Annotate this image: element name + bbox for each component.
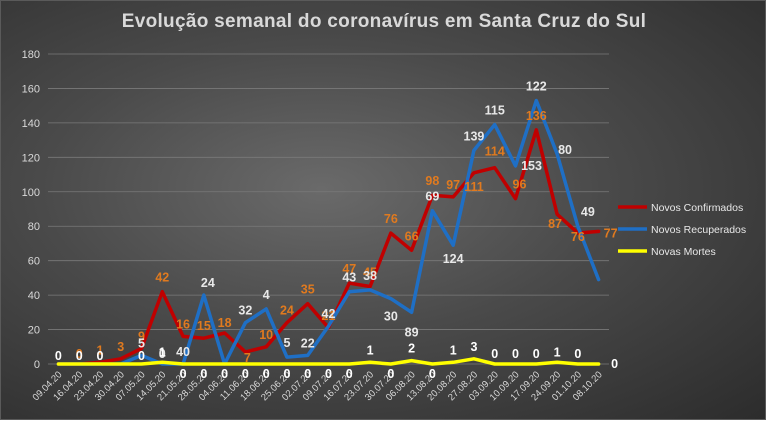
legend-label: Novos Recuperados <box>651 224 746 236</box>
data-label-deaths: 0 <box>346 367 353 381</box>
data-label-recovered: 0 <box>159 347 166 361</box>
data-label-confirmed: 7 <box>244 351 251 365</box>
data-label-confirmed: 98 <box>425 174 439 188</box>
data-label-deaths: 0 <box>611 357 618 371</box>
data-label-confirmed: 24 <box>280 304 294 318</box>
data-label-confirmed: 16 <box>176 317 190 331</box>
legend-label: Novas Mortes <box>651 246 716 258</box>
data-label-recovered: 122 <box>526 80 547 94</box>
data-label-deaths: 0 <box>96 349 103 363</box>
y-tick-label: 180 <box>22 49 40 61</box>
x-axis: 09.04.2016.04.2023.04.2030.04.2007.05.20… <box>31 369 605 403</box>
data-label-confirmed: 15 <box>197 319 211 333</box>
data-label-confirmed: 3 <box>117 340 124 354</box>
data-label-confirmed: 45 <box>363 266 377 280</box>
data-label-deaths: 0 <box>180 367 187 381</box>
data-label-confirmed: 21 <box>322 309 336 323</box>
data-label-confirmed: 136 <box>526 109 547 123</box>
data-label-recovered: 5 <box>283 336 290 350</box>
data-label-deaths: 3 <box>470 340 477 354</box>
data-label-confirmed: 18 <box>218 316 232 330</box>
data-label-confirmed: 47 <box>342 262 356 276</box>
data-label-recovered: 42 <box>322 307 336 321</box>
data-label-confirmed: 97 <box>446 178 460 192</box>
data-label-recovered: 80 <box>558 143 572 157</box>
series-line-2 <box>56 357 601 366</box>
legend-label: Novos Confirmados <box>651 202 743 214</box>
data-label-deaths: 1 <box>554 345 561 359</box>
data-label-deaths: 0 <box>387 367 394 381</box>
y-tick-label: 80 <box>28 221 40 233</box>
y-tick-label: 0 <box>34 359 40 371</box>
data-label-recovered: 32 <box>238 304 252 318</box>
data-label-confirmed: 114 <box>485 145 505 159</box>
data-label-deaths: 0 <box>138 349 145 363</box>
data-label-recovered: 4 <box>263 288 270 302</box>
data-label-deaths: 0 <box>491 347 498 361</box>
chart-title: Evolução semanal do coronavírus em Santa… <box>121 11 647 32</box>
data-label-deaths: 0 <box>242 367 249 381</box>
data-label-deaths: 0 <box>283 367 290 381</box>
y-tick-label: 60 <box>28 256 40 268</box>
data-label-recovered: 30 <box>384 310 398 324</box>
data-label-recovered: 22 <box>301 336 315 350</box>
data-label-confirmed: 10 <box>259 328 273 342</box>
data-label-deaths: 1 <box>367 343 374 357</box>
data-label-deaths: 0 <box>221 367 228 381</box>
data-label-recovered: 49 <box>581 205 595 219</box>
data-label-deaths: 1 <box>159 345 166 359</box>
data-label-deaths: 0 <box>304 367 311 381</box>
data-label-deaths: 0 <box>55 349 62 363</box>
data-label-recovered: 40 <box>176 345 190 359</box>
data-label-recovered: 89 <box>405 325 419 339</box>
data-label-deaths: 0 <box>76 349 83 363</box>
y-tick-label: 40 <box>28 290 40 302</box>
series-lines <box>56 98 601 366</box>
data-label-recovered: 24 <box>201 276 215 290</box>
data-label-recovered: 43 <box>342 271 356 285</box>
data-label-deaths: 1 <box>450 343 457 357</box>
data-label-deaths: 0 <box>200 367 207 381</box>
y-tick-label: 140 <box>22 118 40 130</box>
legend: Novos Confirmados Novos Recuperados Novas … <box>618 202 746 258</box>
data-label-confirmed: 42 <box>155 271 169 285</box>
y-axis: 0 20 40 60 80 100 120 140 160 180 <box>22 49 40 371</box>
data-label-recovered: 124 <box>443 252 464 266</box>
data-label-deaths: 2 <box>408 342 415 356</box>
data-label-recovered: 69 <box>425 190 439 204</box>
data-label-deaths: 0 <box>512 347 519 361</box>
data-label-confirmed: 76 <box>384 212 398 226</box>
y-tick-label: 100 <box>22 187 40 199</box>
data-label-deaths: 0 <box>429 367 436 381</box>
y-tick-label: 20 <box>28 325 40 337</box>
data-label-deaths: 0 <box>325 367 332 381</box>
data-label-confirmed: 35 <box>301 283 315 297</box>
series-line-1 <box>56 98 601 366</box>
data-label-confirmed: 9 <box>138 330 145 344</box>
data-label-recovered: 5 <box>138 336 145 350</box>
data-label-recovered: 153 <box>521 159 542 173</box>
data-label-confirmed: 77 <box>604 226 618 240</box>
data-label-confirmed: 96 <box>513 178 527 192</box>
data-label-confirmed: 76 <box>571 230 585 244</box>
data-label-recovered: 38 <box>363 269 377 283</box>
data-label-confirmed: 66 <box>405 229 419 243</box>
data-label-recovered: 115 <box>485 104 505 118</box>
data-label-deaths: 0 <box>263 367 270 381</box>
data-label-recovered: 139 <box>464 129 485 143</box>
y-tick-label: 160 <box>22 83 40 95</box>
data-label-deaths: 0 <box>533 347 540 361</box>
data-label-deaths: 0 <box>574 347 581 361</box>
data-label-confirmed: 1 <box>96 343 103 357</box>
data-label-confirmed: 111 <box>464 180 484 194</box>
data-label-confirmed: 0 <box>76 347 83 361</box>
y-tick-label: 120 <box>22 152 40 164</box>
data-label-confirmed: 87 <box>548 217 562 231</box>
